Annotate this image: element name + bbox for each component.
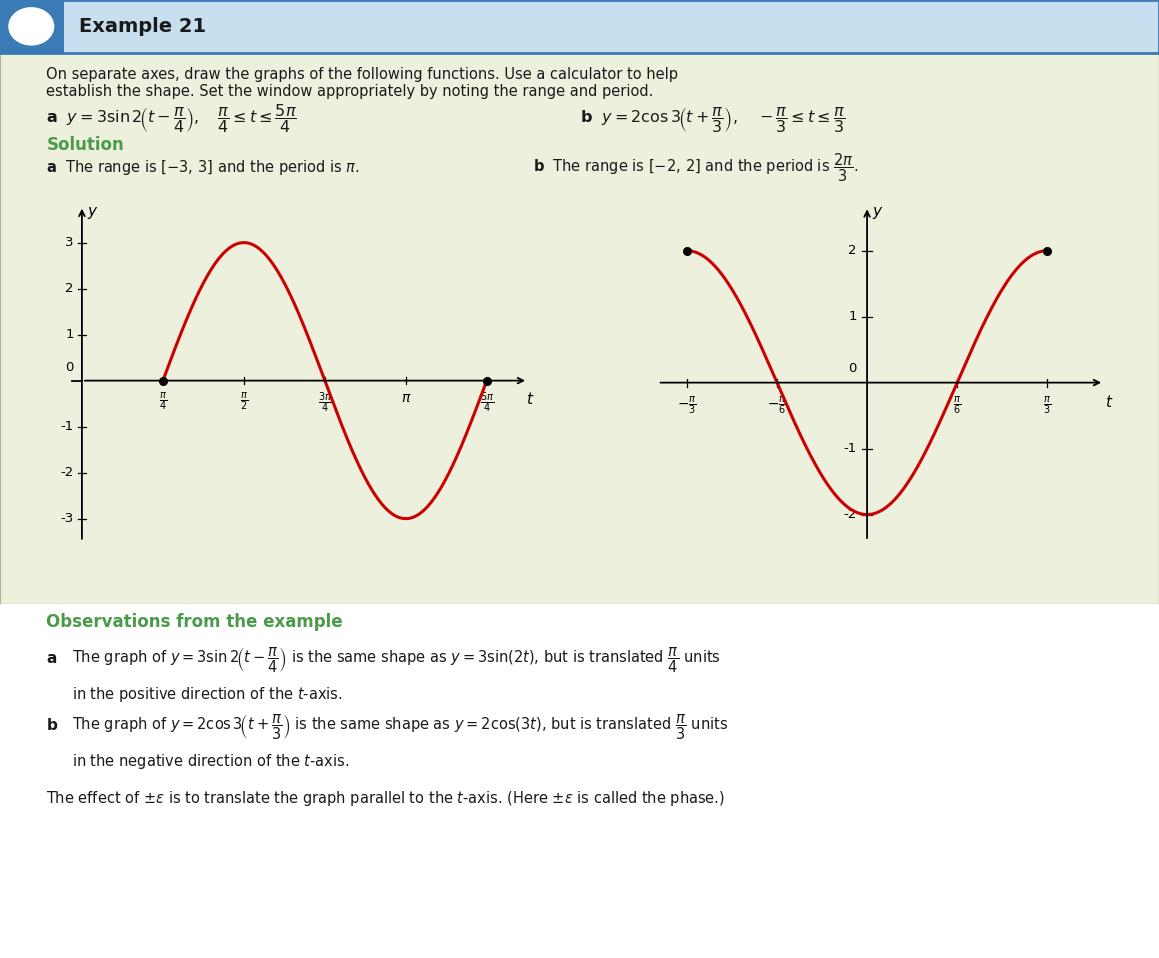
Text: $\mathbf{b}$  The range is $[-2,\,2]$ and the period is $\dfrac{2\pi}{3}$.: $\mathbf{b}$ The range is $[-2,\,2]$ and… xyxy=(533,151,859,184)
Text: $\frac{\pi}{2}$: $\frac{\pi}{2}$ xyxy=(240,391,248,413)
Text: establish the shape. Set the window appropriately by noting the range and period: establish the shape. Set the window appr… xyxy=(46,83,654,99)
Text: Solution: Solution xyxy=(46,136,124,154)
Text: $\frac{\pi}{6}$: $\frac{\pi}{6}$ xyxy=(953,395,961,416)
Text: The graph of $y = 3\sin 2\!\left(t - \dfrac{\pi}{4}\right)$ is the same shape as: The graph of $y = 3\sin 2\!\left(t - \df… xyxy=(72,645,721,674)
Text: -2: -2 xyxy=(844,508,857,521)
Text: 2: 2 xyxy=(65,282,74,295)
Text: The effect of $\pm\varepsilon$ is to translate the graph parallel to the $t$-axi: The effect of $\pm\varepsilon$ is to tra… xyxy=(46,788,726,808)
Text: 0: 0 xyxy=(65,361,74,374)
Text: -3: -3 xyxy=(60,513,74,525)
Text: in the negative direction of the $t$-axis.: in the negative direction of the $t$-axi… xyxy=(72,752,349,771)
Text: The graph of $y = 2\cos 3\!\left(t + \dfrac{\pi}{3}\right)$ is the same shape as: The graph of $y = 2\cos 3\!\left(t + \df… xyxy=(72,712,728,741)
Text: $y$: $y$ xyxy=(87,205,99,221)
Text: $y$: $y$ xyxy=(873,205,884,221)
Text: $\mathbf{a}$: $\mathbf{a}$ xyxy=(46,650,58,666)
Text: $\frac{3\pi}{4}$: $\frac{3\pi}{4}$ xyxy=(318,391,331,415)
Text: 3: 3 xyxy=(65,236,74,249)
Text: $\mathbf{b}$: $\mathbf{b}$ xyxy=(46,717,59,733)
Text: -1: -1 xyxy=(844,442,857,455)
Text: 0: 0 xyxy=(848,362,857,375)
Text: -2: -2 xyxy=(60,467,74,479)
Text: $\frac{\pi}{4}$: $\frac{\pi}{4}$ xyxy=(159,391,167,413)
Text: $-\frac{\pi}{6}$: $-\frac{\pi}{6}$ xyxy=(767,395,787,416)
Text: $t$: $t$ xyxy=(526,391,534,407)
Text: $\frac{\pi}{3}$: $\frac{\pi}{3}$ xyxy=(1043,395,1051,416)
Text: in the positive direction of the $t$-axis.: in the positive direction of the $t$-axi… xyxy=(72,685,342,704)
Text: -1: -1 xyxy=(60,421,74,433)
Text: Observations from the example: Observations from the example xyxy=(46,613,343,631)
Text: $t$: $t$ xyxy=(1105,395,1114,410)
Text: 1: 1 xyxy=(65,328,74,341)
Text: $\pi$: $\pi$ xyxy=(401,391,411,404)
Text: $\mathbf{a}$  $y = 3\sin 2\!\left(t - \dfrac{\pi}{4}\right),\quad \dfrac{\pi}{4}: $\mathbf{a}$ $y = 3\sin 2\!\left(t - \df… xyxy=(46,102,298,135)
Text: Example 21: Example 21 xyxy=(79,17,206,35)
Text: $-\frac{\pi}{3}$: $-\frac{\pi}{3}$ xyxy=(677,395,697,416)
Text: 2: 2 xyxy=(848,244,857,257)
Text: On separate axes, draw the graphs of the following functions. Use a calculator t: On separate axes, draw the graphs of the… xyxy=(46,66,678,81)
Text: $\frac{5\pi}{4}$: $\frac{5\pi}{4}$ xyxy=(480,391,494,415)
Text: $\mathbf{b}$  $y = 2\cos 3\!\left(t + \dfrac{\pi}{3}\right),\quad -\dfrac{\pi}{3: $\mathbf{b}$ $y = 2\cos 3\!\left(t + \df… xyxy=(580,104,845,135)
Text: 1: 1 xyxy=(848,310,857,323)
Text: $\mathbf{a}$  The range is $[-3,\,3]$ and the period is $\pi$.: $\mathbf{a}$ The range is $[-3,\,3]$ and… xyxy=(46,158,360,177)
